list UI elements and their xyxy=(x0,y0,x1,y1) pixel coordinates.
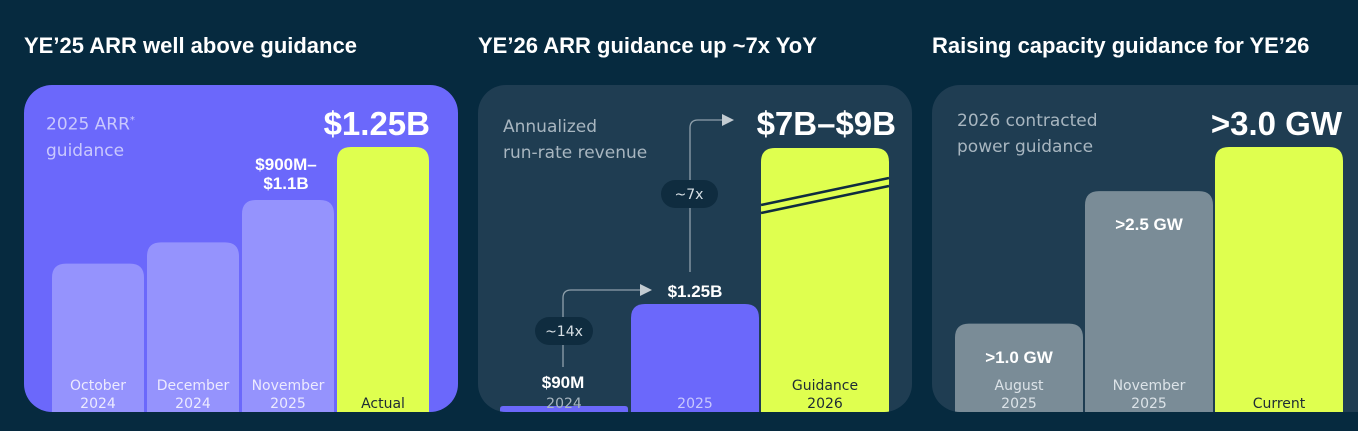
x-tick-label-1-line2: 2025 xyxy=(1001,396,1037,412)
data-label-3-line1: $900M– xyxy=(255,155,316,174)
x-tick-label-1-line1: October xyxy=(70,378,126,394)
bar-1 xyxy=(955,323,1083,412)
bar-2 xyxy=(1085,191,1213,412)
x-tick-label-2-line1: November xyxy=(1113,378,1186,394)
chart1-label-line2: guidance xyxy=(46,140,125,161)
arr-2025-bar-chart: October 2024 December 2024 November 2025 Actua… xyxy=(52,147,429,412)
x-tick-label-3-line1: November xyxy=(252,378,325,394)
multiplier-badge-14x xyxy=(535,317,593,345)
axis-break-line-2 xyxy=(760,184,890,215)
data-label-2: $1.25B xyxy=(668,282,723,301)
arr-2026-guidance-chart-card: 2024 2025 Guidance 2026 $90M $1.25B ~14x ~7x An… xyxy=(478,85,912,412)
growth-arrowhead-7x xyxy=(722,114,734,126)
multiplier-badge-7x-text: ~7x xyxy=(675,187,704,203)
chart2-label-line1: Annualized xyxy=(503,117,597,137)
multiplier-badge-7x xyxy=(661,180,718,208)
chart1-label-line1: 2025 ARR xyxy=(46,114,130,135)
bar-1 xyxy=(52,263,144,412)
panel1-title: YE’25 ARR well above guidance xyxy=(24,33,357,58)
bar-1 xyxy=(500,406,628,412)
growth-arrow-14x xyxy=(562,289,640,367)
x-tick-label-1-line2: 2024 xyxy=(80,396,116,412)
bar-3 xyxy=(1215,147,1343,412)
bar-3 xyxy=(761,148,889,412)
chart1-label-footnote-mark: * xyxy=(129,115,135,126)
data-label-2: >2.5 GW xyxy=(1115,215,1184,234)
capacity-guidance-chart-card: August 2025 November 2025 Current >1.0 GW >2.5… xyxy=(932,85,1358,412)
x-tick-label-3-line1: Guidance xyxy=(792,378,858,394)
panel3-title: Raising capacity guidance for YE’26 xyxy=(932,33,1310,58)
x-tick-label-4-line1: Actual xyxy=(361,396,405,412)
panel2-title: YE’26 ARR guidance up ~7x YoY xyxy=(478,33,817,58)
chart1-headline-value: $1.25B xyxy=(323,105,430,142)
x-tick-label-1-line1: August xyxy=(995,378,1045,394)
chart1-label: 2025 ARR* guidance xyxy=(46,108,135,164)
chart3-label: 2026 contracted power guidance xyxy=(957,108,1098,160)
chart3-label-line2: power guidance xyxy=(957,137,1094,157)
data-label-1: >1.0 GW xyxy=(985,348,1054,367)
arr-2025-chart-card: October 2024 December 2024 November 2025 Actua… xyxy=(24,85,458,412)
data-label-1: $90M xyxy=(542,373,585,392)
x-tick-label-3-line2: 2025 xyxy=(270,396,306,412)
capacity-bar-chart: August 2025 November 2025 Current >1.0 GW >2.5… xyxy=(955,147,1343,412)
growth-arrowhead-14x xyxy=(640,284,652,296)
chart3-headline-value: >3.0 GW xyxy=(1210,105,1342,142)
chart3-label-line1: 2026 contracted xyxy=(957,111,1098,131)
chart2-label-line2: run-rate revenue xyxy=(503,143,648,163)
x-tick-label-2-line1: 2025 xyxy=(677,396,713,412)
bar-2 xyxy=(147,242,239,412)
arr-2026-bar-chart: 2024 2025 Guidance 2026 $90M $1.25B ~14x ~7x xyxy=(500,114,890,412)
data-label-3-line2: $1.1B xyxy=(263,174,308,193)
axis-break-line-1 xyxy=(760,176,890,207)
chart2-headline-value: $7B–$9B xyxy=(756,105,896,142)
x-tick-label-2-line2: 2024 xyxy=(175,396,211,412)
x-tick-label-3-line2: 2026 xyxy=(807,396,843,412)
bar-2 xyxy=(631,304,759,412)
bar-4 xyxy=(337,147,429,412)
x-tick-label-2-line2: 2025 xyxy=(1131,396,1167,412)
x-tick-label-2-line1: December xyxy=(157,378,230,394)
multiplier-badge-14x-text: ~14x xyxy=(545,324,583,340)
x-tick-label-1-line1: 2024 xyxy=(546,396,582,412)
chart2-label: Annualized run-rate revenue xyxy=(503,114,647,166)
bar-3 xyxy=(242,200,334,412)
x-tick-label-3-line1: Current xyxy=(1253,396,1306,412)
growth-arrow-7x xyxy=(689,119,723,272)
